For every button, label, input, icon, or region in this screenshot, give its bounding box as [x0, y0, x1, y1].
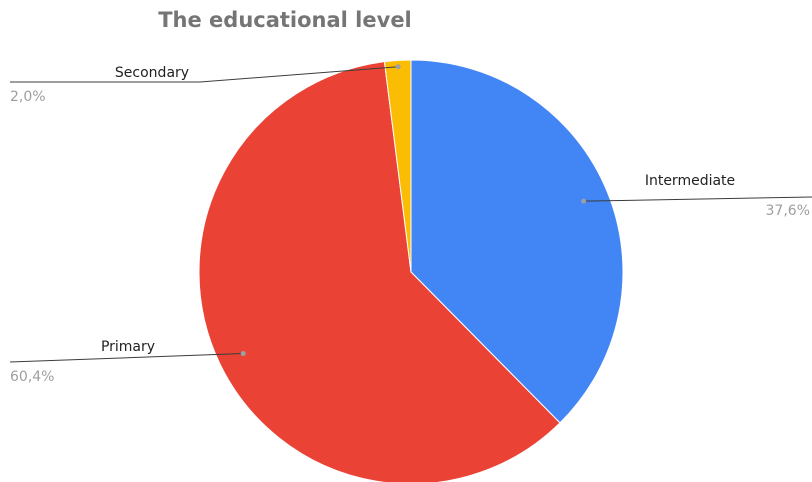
leader-dot-secondary — [395, 64, 401, 70]
leader-line-secondary — [10, 66, 399, 83]
pie-slice-primary[interactable] — [198, 61, 561, 482]
leader-dot-intermediate — [581, 198, 587, 204]
leader-line-primary — [9, 353, 244, 363]
slice-percent-primary: 60,4% — [10, 369, 54, 385]
pie-slice-secondary[interactable] — [383, 59, 412, 273]
slice-label-secondary: Secondary — [115, 65, 189, 81]
pie-slices — [198, 59, 624, 482]
pie-labels: Intermediate 37,6% Primary 60,4% Secondary 2,… — [9, 64, 812, 385]
slice-percent-secondary: 2,0% — [10, 89, 46, 105]
slice-percent-intermediate: 37,6% — [766, 203, 810, 219]
chart-title: The educational level — [158, 8, 412, 32]
pie-slice-intermediate[interactable] — [410, 59, 624, 424]
slice-label-primary: Primary — [101, 339, 155, 355]
leader-line-intermediate — [583, 196, 812, 202]
leader-dot-primary — [240, 351, 246, 357]
slice-label-intermediate: Intermediate — [645, 173, 735, 189]
